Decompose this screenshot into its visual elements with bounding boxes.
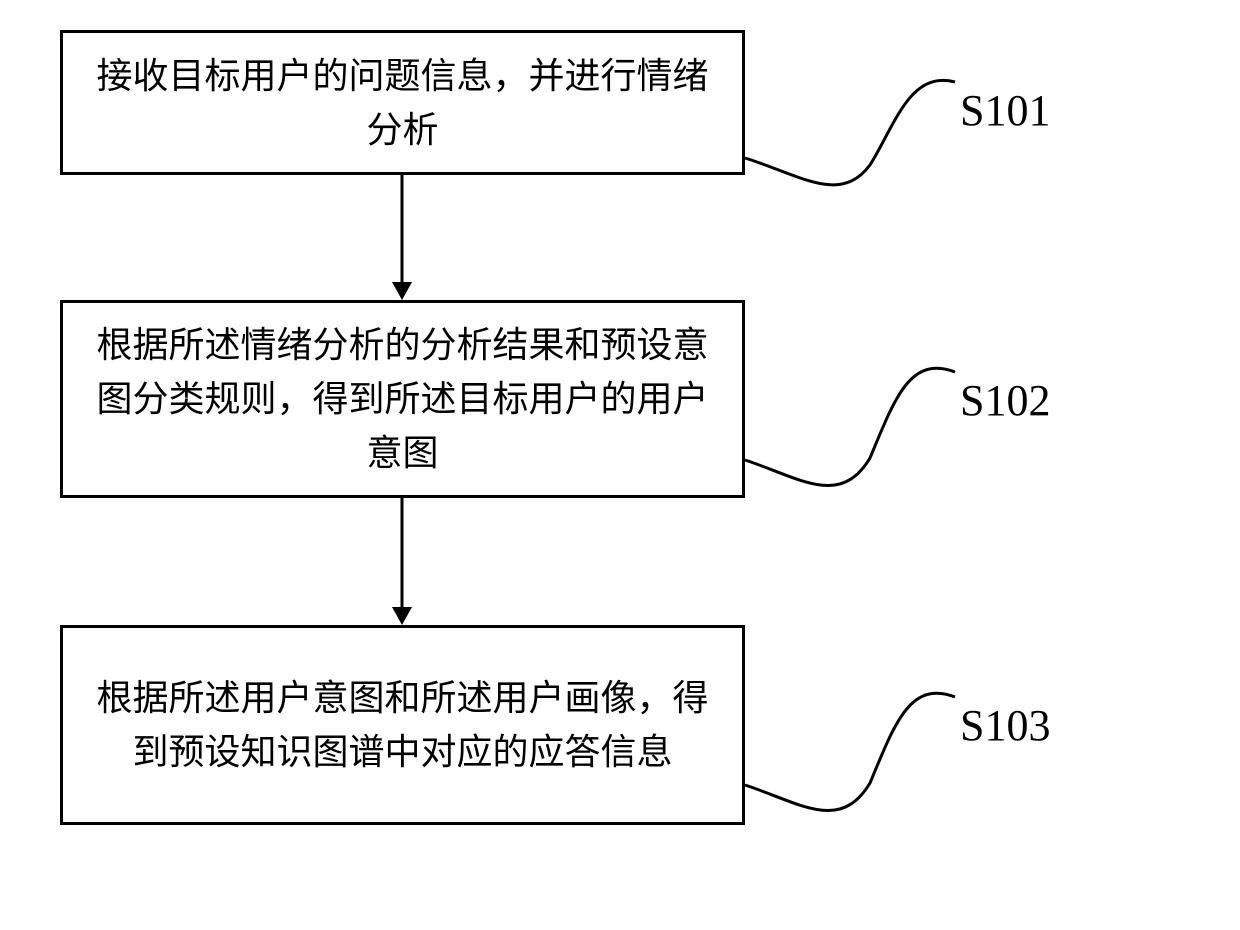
connector-path [745,693,955,810]
label-text: S103 [960,701,1050,750]
connector-s103 [60,30,1160,930]
step-label-s103: S103 [960,700,1050,751]
